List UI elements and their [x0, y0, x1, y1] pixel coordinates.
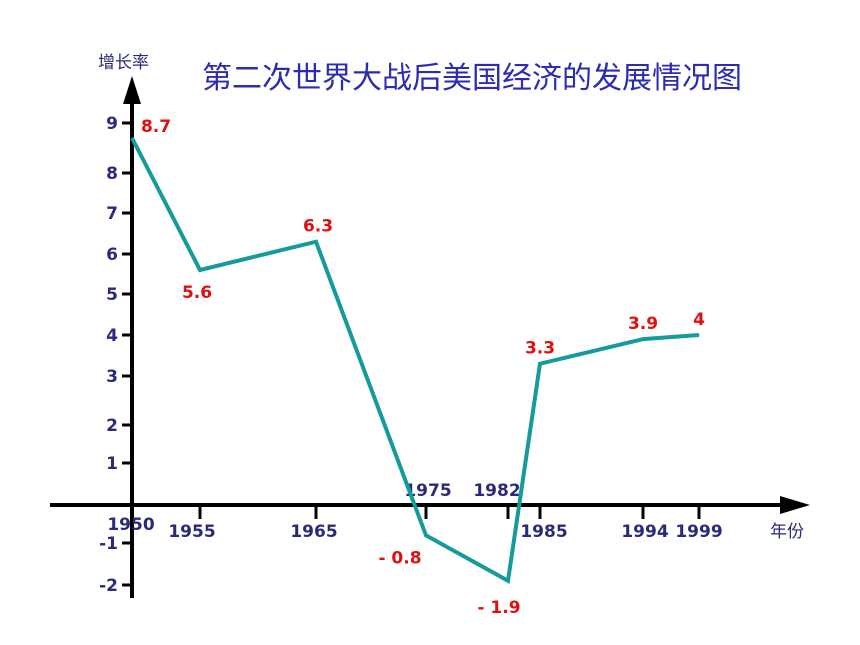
data-point: [425, 534, 427, 536]
y-tick-label: 4: [106, 326, 118, 346]
y-tick-label: 6: [106, 245, 118, 265]
y-tick-label: 7: [106, 204, 118, 224]
data-label: 5.6: [182, 283, 212, 303]
data-label: - 1.9: [477, 598, 520, 618]
data-point: [642, 338, 644, 340]
data-point: [539, 363, 541, 365]
data-label: 4: [693, 310, 705, 330]
x-axis-label: 年份: [770, 522, 804, 542]
data-point: [698, 334, 700, 336]
data-point: [507, 580, 509, 582]
x-tick-label: 1965: [290, 522, 337, 542]
ticks: 9 8 7 6 5 4 3 2 1 -1 -2 1950 1955 1965 1975 1982 1985 199…: [99, 114, 723, 596]
data-label: 3.3: [525, 339, 555, 359]
series: [130, 137, 700, 584]
data-point: [199, 269, 201, 271]
y-tick-label: 2: [106, 416, 118, 436]
axes: [50, 76, 810, 598]
data-point: [131, 137, 133, 139]
y-axis-arrow: [123, 76, 141, 104]
y-tick-label: 3: [106, 367, 118, 387]
x-tick-label: 1950: [107, 515, 154, 535]
y-axis-label: 增长率: [98, 53, 149, 73]
data-label: 6.3: [303, 217, 333, 237]
y-tick-label: 9: [106, 114, 118, 134]
y-tick-label: 8: [106, 164, 118, 184]
data-point: [315, 241, 317, 243]
x-tick-label: 1985: [520, 522, 567, 542]
x-tick-label: 1955: [168, 522, 215, 542]
chart-title: 第二次世界大战后美国经济的发展情况图: [202, 61, 742, 96]
y-tick-label: 1: [106, 454, 118, 474]
x-tick-label: 1994: [621, 522, 668, 542]
y-tick-label: -1: [99, 534, 118, 554]
series-line: [130, 137, 700, 584]
data-labels: 8.7 5.6 6.3 - 0.8 - 1.9 3.3 3.9 4: [141, 117, 705, 618]
y-tick-label: 5: [106, 285, 118, 305]
data-label: 8.7: [141, 117, 171, 137]
x-tick-label: 1975: [404, 481, 451, 501]
data-label: - 0.8: [378, 548, 421, 568]
data-label: 3.9: [628, 314, 658, 334]
y-tick-label: -2: [99, 576, 118, 596]
x-axis-arrow: [780, 496, 810, 514]
x-tick-label: 1982: [473, 481, 520, 501]
x-tick-label: 1999: [675, 522, 722, 542]
